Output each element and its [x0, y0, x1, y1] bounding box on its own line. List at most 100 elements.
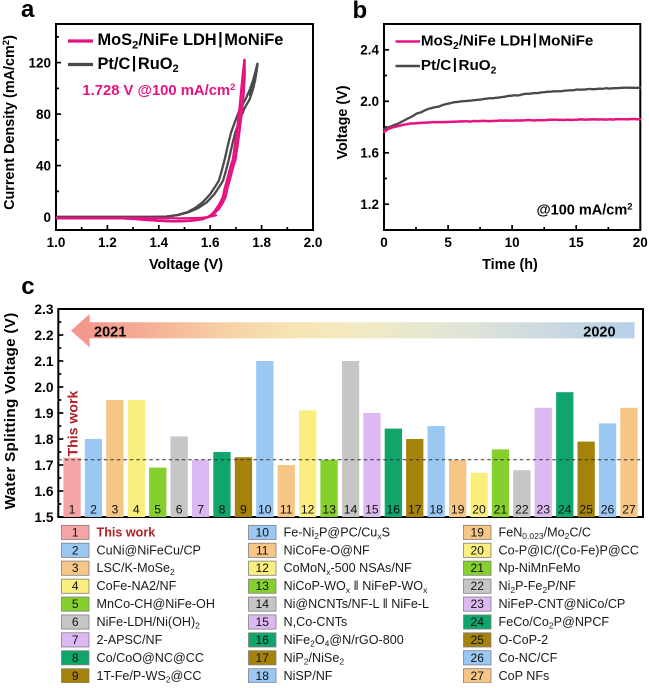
svg-text:2021: 2021 — [94, 324, 126, 340]
svg-text:0: 0 — [380, 235, 388, 250]
svg-text:19: 19 — [471, 525, 485, 539]
svg-text:2.0: 2.0 — [360, 94, 379, 109]
svg-text:Co-P@IC/(Co-Fe)P@CC: Co-P@IC/(Co-Fe)P@CC — [499, 543, 639, 557]
svg-text:11: 11 — [256, 543, 269, 557]
svg-text:NiCoFe-O@NF: NiCoFe-O@NF — [284, 543, 371, 557]
svg-text:0: 0 — [43, 210, 51, 225]
svg-text:26: 26 — [471, 651, 485, 665]
svg-text:Current Density (mA/cm2): Current Density (mA/cm2) — [1, 35, 18, 210]
svg-text:Co/CoO@NC@CC: Co/CoO@NC@CC — [97, 651, 204, 665]
svg-text:1.0: 1.0 — [47, 235, 66, 250]
svg-text:1.728 V @100 mA/cm2: 1.728 V @100 mA/cm2 — [82, 82, 235, 99]
svg-text:40: 40 — [36, 158, 51, 173]
svg-text:1.6: 1.6 — [201, 235, 220, 250]
svg-text:14: 14 — [344, 503, 358, 517]
svg-text:2.4: 2.4 — [360, 43, 379, 58]
svg-text:4: 4 — [72, 579, 79, 593]
svg-text:27: 27 — [471, 669, 485, 683]
svg-text:2.2: 2.2 — [34, 328, 54, 343]
svg-text:1: 1 — [72, 525, 79, 539]
svg-text:1: 1 — [69, 503, 76, 517]
svg-text:6: 6 — [72, 615, 79, 629]
svg-text:18: 18 — [256, 669, 270, 683]
svg-text:2.0: 2.0 — [304, 235, 323, 250]
svg-text:Time (h): Time (h) — [482, 257, 538, 273]
svg-text:2: 2 — [90, 503, 97, 517]
svg-text:@100 mA/cm2: @100 mA/cm2 — [537, 202, 633, 219]
svg-text:16: 16 — [256, 633, 270, 647]
svg-text:8: 8 — [219, 503, 226, 517]
svg-text:5: 5 — [444, 235, 452, 250]
svg-text:9: 9 — [240, 503, 247, 517]
svg-text:5: 5 — [72, 597, 79, 611]
svg-text:MoS2/NiFe LDH|MoNiFe: MoS2/NiFe LDH|MoNiFe — [421, 32, 593, 52]
svg-text:20: 20 — [633, 235, 648, 250]
svg-text:1.5: 1.5 — [34, 510, 54, 525]
svg-text:1.7: 1.7 — [34, 458, 54, 473]
svg-text:7: 7 — [72, 633, 79, 647]
svg-text:22: 22 — [515, 503, 529, 517]
svg-text:O-CoP-2: O-CoP-2 — [499, 633, 549, 647]
svg-text:17: 17 — [256, 651, 270, 665]
svg-text:a: a — [21, 0, 35, 23]
svg-text:2020: 2020 — [583, 324, 615, 340]
svg-text:Pt/C|RuO2: Pt/C|RuO2 — [98, 54, 179, 75]
svg-text:120: 120 — [28, 55, 51, 70]
svg-text:23: 23 — [471, 597, 485, 611]
svg-text:Fe-Ni2​P@PC/Cux​S: Fe-Ni2​P@PC/Cux​S — [284, 525, 390, 541]
svg-text:NiSP/NF: NiSP/NF — [284, 669, 333, 683]
svg-text:Ni2​P-Fe2​P/NF: Ni2​P-Fe2​P/NF — [499, 579, 577, 595]
svg-text:CoP NFs: CoP NFs — [499, 669, 550, 683]
svg-text:2.3: 2.3 — [34, 302, 54, 317]
svg-text:N,Co-CNTs: N,Co-CNTs — [284, 615, 348, 629]
svg-text:1.2: 1.2 — [98, 235, 117, 250]
svg-text:2.1: 2.1 — [34, 354, 54, 369]
svg-text:21: 21 — [471, 561, 485, 575]
svg-text:FeCo/Co2​P@NPCF: FeCo/Co2​P@NPCF — [499, 615, 610, 631]
svg-text:1.8: 1.8 — [252, 235, 271, 250]
svg-text:7: 7 — [197, 503, 204, 517]
svg-text:9: 9 — [72, 669, 79, 683]
svg-text:Voltage (V): Voltage (V) — [335, 85, 351, 159]
svg-text:20: 20 — [471, 543, 485, 557]
svg-text:24: 24 — [471, 615, 485, 629]
svg-text:2: 2 — [72, 543, 79, 557]
svg-text:1.6: 1.6 — [34, 484, 54, 499]
svg-text:2.0: 2.0 — [34, 380, 54, 395]
svg-text:8: 8 — [72, 651, 79, 665]
svg-text:This work: This work — [65, 391, 81, 457]
svg-text:NiP2​/NiSe2​: NiP2​/NiSe2​ — [284, 651, 345, 667]
svg-text:c: c — [21, 273, 34, 300]
svg-text:6: 6 — [176, 503, 183, 517]
svg-text:NiCoP-WOx​ ‖ NiFeP-WOx​: NiCoP-WOx​ ‖ NiFeP-WOx​ — [284, 579, 429, 595]
svg-text:4: 4 — [133, 503, 140, 517]
svg-text:b: b — [353, 0, 368, 24]
svg-text:NiFeP-CNT@NiCo/CP: NiFeP-CNT@NiCo/CP — [499, 597, 626, 611]
svg-text:NiFe2​O4​@N/rGO-800: NiFe2​O4​@N/rGO-800 — [284, 633, 404, 649]
svg-text:12: 12 — [301, 503, 315, 517]
svg-text:1.6: 1.6 — [360, 146, 379, 161]
svg-text:CoFe-NA2/NF: CoFe-NA2/NF — [97, 579, 177, 593]
svg-text:Voltage (V): Voltage (V) — [149, 257, 223, 273]
svg-text:Ni@NCNTs/NF-L ‖ NiFe-L: Ni@NCNTs/NF-L ‖ NiFe-L — [284, 597, 430, 611]
svg-text:1.2: 1.2 — [360, 197, 379, 212]
svg-text:16: 16 — [387, 503, 401, 517]
svg-text:27: 27 — [622, 503, 636, 517]
svg-text:15: 15 — [256, 615, 270, 629]
svg-text:15: 15 — [365, 503, 379, 517]
svg-text:17: 17 — [408, 503, 422, 517]
svg-text:14: 14 — [256, 597, 270, 611]
svg-text:FeN0.023​/Mo2​C/C: FeN0.023​/Mo2​C/C — [499, 525, 592, 541]
svg-text:11: 11 — [280, 503, 293, 517]
svg-text:10: 10 — [505, 235, 520, 250]
svg-text:1.9: 1.9 — [34, 406, 54, 421]
svg-text:23: 23 — [537, 503, 551, 517]
svg-text:18: 18 — [429, 503, 443, 517]
svg-text:20: 20 — [472, 503, 486, 517]
svg-text:80: 80 — [36, 107, 51, 122]
svg-text:Co-NC/CF: Co-NC/CF — [499, 651, 558, 665]
svg-text:2-APSC/NF: 2-APSC/NF — [97, 633, 163, 647]
svg-text:CoMoNx​-500 NSAs/NF: CoMoNx​-500 NSAs/NF — [284, 561, 412, 577]
svg-text:This work: This work — [97, 525, 157, 539]
svg-text:19: 19 — [451, 503, 465, 517]
